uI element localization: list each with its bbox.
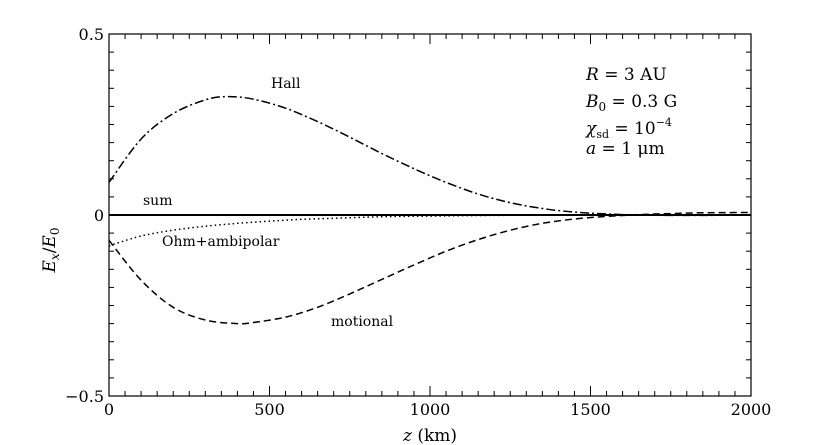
x-tick-label: 500: [254, 400, 285, 419]
label-ohm-ambipolar: Ohm+ambipolar: [162, 234, 280, 250]
series-motional-line: [108, 211, 752, 325]
label-hall: Hall: [271, 76, 301, 92]
y-tick-label: 0: [94, 206, 104, 225]
param-r: R = 3 AU: [585, 65, 667, 85]
x-axis-title: z (km): [402, 426, 457, 445]
x-tick-label: 2000: [731, 400, 772, 419]
tick-labels-layer: 0 500 1000 1500 2000−0.500.5: [65, 25, 771, 419]
param-chi: χsd = 10−4: [585, 116, 672, 141]
x-tick-label: 0: [104, 400, 114, 419]
x-tick-label: 1000: [410, 400, 451, 419]
y-axis-title: Ex/E0: [40, 228, 62, 274]
label-sum: sum: [143, 193, 172, 209]
parameter-annotations: R = 3 AU B0 = 0.3 G χsd = 10−4 a = 1 μm: [585, 65, 677, 159]
curves-layer: [108, 95, 752, 325]
param-a: a = 1 μm: [586, 139, 665, 159]
series-hall-line: [108, 95, 752, 217]
label-motional: motional: [331, 314, 394, 330]
ticks-layer: [108, 33, 752, 397]
y-tick-label: 0.5: [79, 25, 104, 44]
x-tick-label: 1500: [570, 400, 611, 419]
param-b0: B0 = 0.3 G: [585, 92, 677, 114]
y-tick-label: −0.5: [65, 387, 104, 406]
